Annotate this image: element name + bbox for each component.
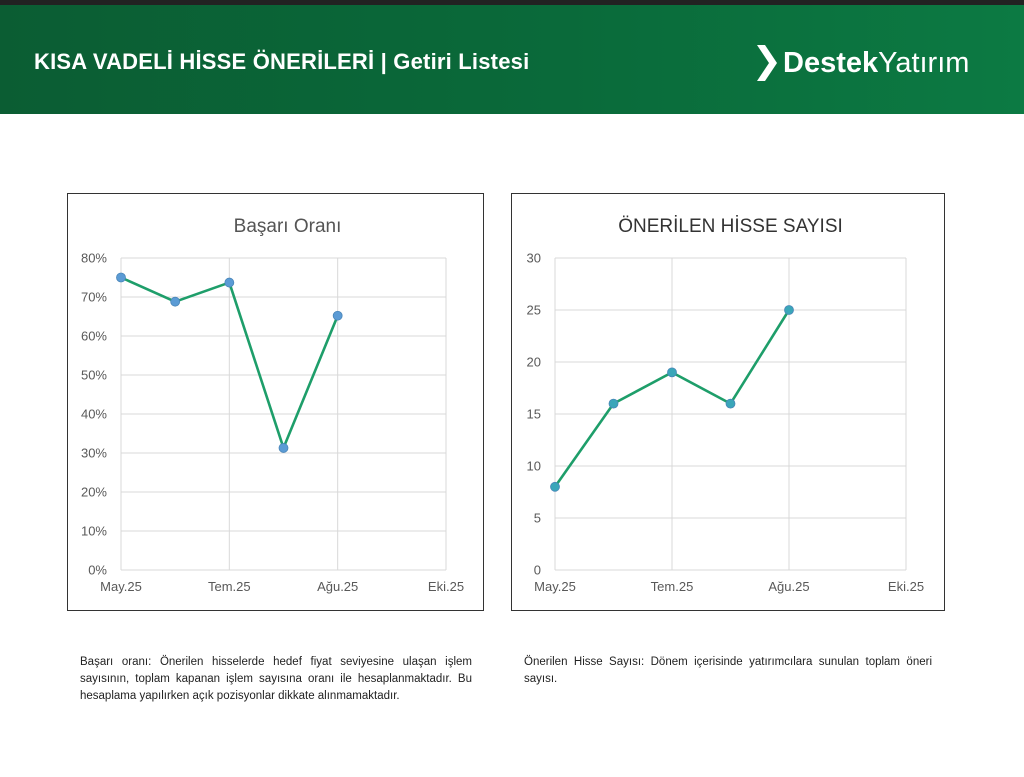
data-point: [784, 305, 794, 315]
success-rate-chart: Başarı Oranı 0% 10% 20% 30% 40% 50% 60% 70% 80% Ma…: [81, 216, 464, 594]
chart-title: ÖNERİLEN HİSSE SAYISI: [618, 216, 843, 237]
y-tick-label: 20%: [81, 485, 107, 500]
x-tick-label: Eki.25: [428, 579, 464, 594]
y-tick-label: 5: [534, 511, 541, 526]
y-tick-label: 50%: [81, 368, 107, 383]
logo-text: DestekYatırım: [783, 47, 969, 80]
x-tick-label: May.25: [534, 579, 576, 594]
data-point: [550, 481, 560, 492]
y-tick-label: 80%: [81, 251, 107, 266]
x-tick-label: Eki.25: [888, 579, 924, 594]
y-tick-label: 0: [534, 563, 541, 578]
y-tick-label: 40%: [81, 407, 107, 422]
y-tick-label: 30%: [81, 446, 107, 461]
note-success-rate: Başarı oranı: Önerilen hisselerde hedef …: [80, 656, 472, 702]
x-tick-label: Tem.25: [208, 579, 251, 594]
data-point: [116, 272, 126, 283]
data-point: [667, 367, 677, 378]
x-tick-label: Tem.25: [651, 579, 694, 594]
page-header: KISA VADELİ HİSSE ÖNERİLERİ | Getiri Lis…: [0, 5, 1024, 114]
y-tick-label: 15: [527, 407, 541, 422]
y-tick-label: 10: [527, 459, 541, 474]
chart-panel-stock-count: ÖNERİLEN HİSSE SAYISI 0 5 10 15 20 25 30 May.25 T…: [511, 193, 945, 611]
y-tick-label: 70%: [81, 290, 107, 305]
y-tick-label: 10%: [81, 524, 107, 539]
page-title: KISA VADELİ HİSSE ÖNERİLERİ | Getiri Lis…: [34, 49, 530, 74]
data-point: [224, 277, 235, 288]
x-tick-label: Ağu.25: [768, 579, 809, 594]
data-point: [332, 310, 343, 321]
x-tick-label: May.25: [100, 579, 142, 594]
data-point: [608, 398, 619, 409]
data-point: [725, 398, 736, 409]
logo-bold-text: Destek: [783, 46, 879, 79]
y-tick-label: 60%: [81, 329, 107, 344]
chart-panel-success-rate: Başarı Oranı 0% 10% 20% 30% 40% 50% 60% 70% 80% Ma…: [67, 193, 484, 611]
y-tick-label: 20: [527, 355, 541, 370]
top-border: [0, 0, 1024, 5]
company-logo: DestekYatırım: [755, 43, 969, 83]
note-stock-count: Önerilen Hisse Sayısı: Dönem içerisinde …: [524, 656, 932, 685]
stock-count-chart: ÖNERİLEN HİSSE SAYISI 0 5 10 15 20 25 30 May.25 T…: [527, 216, 925, 594]
y-tick-label: 30: [527, 251, 541, 266]
data-point: [170, 296, 181, 307]
y-tick-label: 25: [527, 303, 541, 318]
x-tick-label: Ağu.25: [317, 579, 358, 594]
y-tick-label: 0%: [88, 563, 107, 578]
data-point: [278, 443, 289, 453]
logo-arrow-icon: [757, 45, 777, 81]
logo-light-text: Yatırım: [878, 46, 970, 79]
chart-title: Başarı Oranı: [234, 216, 342, 237]
